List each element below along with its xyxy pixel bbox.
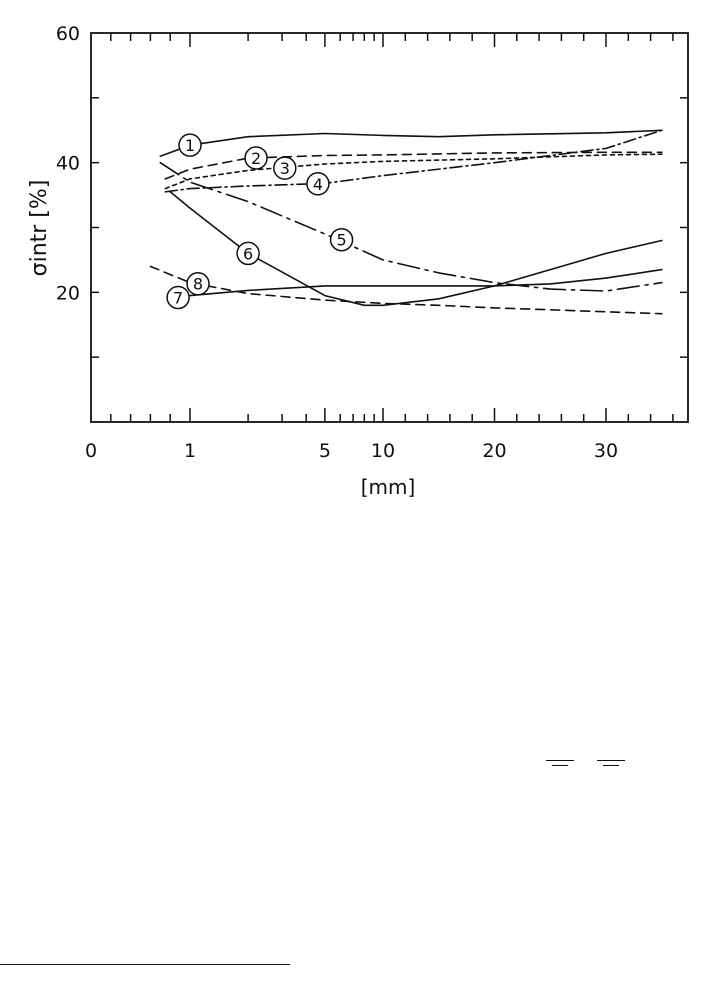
- equation-fragment: [546, 760, 574, 766]
- series-line-1: [159, 129, 663, 157]
- curve-label-5: 5: [336, 231, 346, 250]
- x-tick-label: 10: [371, 440, 395, 462]
- curve-label-circle: [178, 133, 202, 157]
- curve-label-circle: [166, 285, 190, 310]
- plot-frame: [90, 32, 689, 423]
- curve-label-circle: [329, 227, 354, 252]
- x-tick-label: 1: [184, 440, 196, 462]
- series-line-2: [164, 151, 663, 180]
- curve-label-7: 7: [173, 289, 183, 308]
- y-tick-label: 60: [56, 23, 80, 45]
- curve-label-circle: [236, 241, 260, 266]
- series-line-6: [169, 191, 663, 307]
- footnote-rule: [0, 964, 290, 965]
- y-tick-label: 40: [56, 153, 80, 175]
- curve-label-8: 8: [193, 275, 203, 294]
- curve-label-4: 4: [313, 175, 323, 194]
- series-group: [149, 129, 663, 315]
- series-line-7: [169, 268, 663, 300]
- series-line-5: [159, 161, 663, 292]
- x-tick-label: 20: [482, 440, 506, 462]
- x-tick-label: 0: [85, 440, 97, 462]
- curve-label-circle: [186, 271, 210, 296]
- equation-fragment: [597, 760, 625, 766]
- curve-label-6: 6: [243, 244, 253, 263]
- x-axis-unit-label: [mm]: [361, 475, 416, 499]
- curve-label-circle: [306, 172, 330, 196]
- curve-label-circle: [244, 146, 268, 170]
- x-tick-label: 5: [319, 440, 331, 462]
- series-line-4: [164, 129, 663, 193]
- x-ticks: 0 1 5 10 20 30: [85, 33, 674, 462]
- curve-label-2: 2: [251, 149, 261, 168]
- curve-label-3: 3: [280, 159, 290, 178]
- curve-label-1: 1: [185, 136, 195, 155]
- x-tick-label: 30: [594, 440, 618, 462]
- series-line-3: [164, 153, 663, 190]
- y-tick-label: 20: [56, 282, 80, 304]
- curve-label-circle: [273, 156, 297, 180]
- y-ticks: 20 40 60: [56, 23, 688, 358]
- y-axis-title: σintr [%]: [27, 180, 52, 277]
